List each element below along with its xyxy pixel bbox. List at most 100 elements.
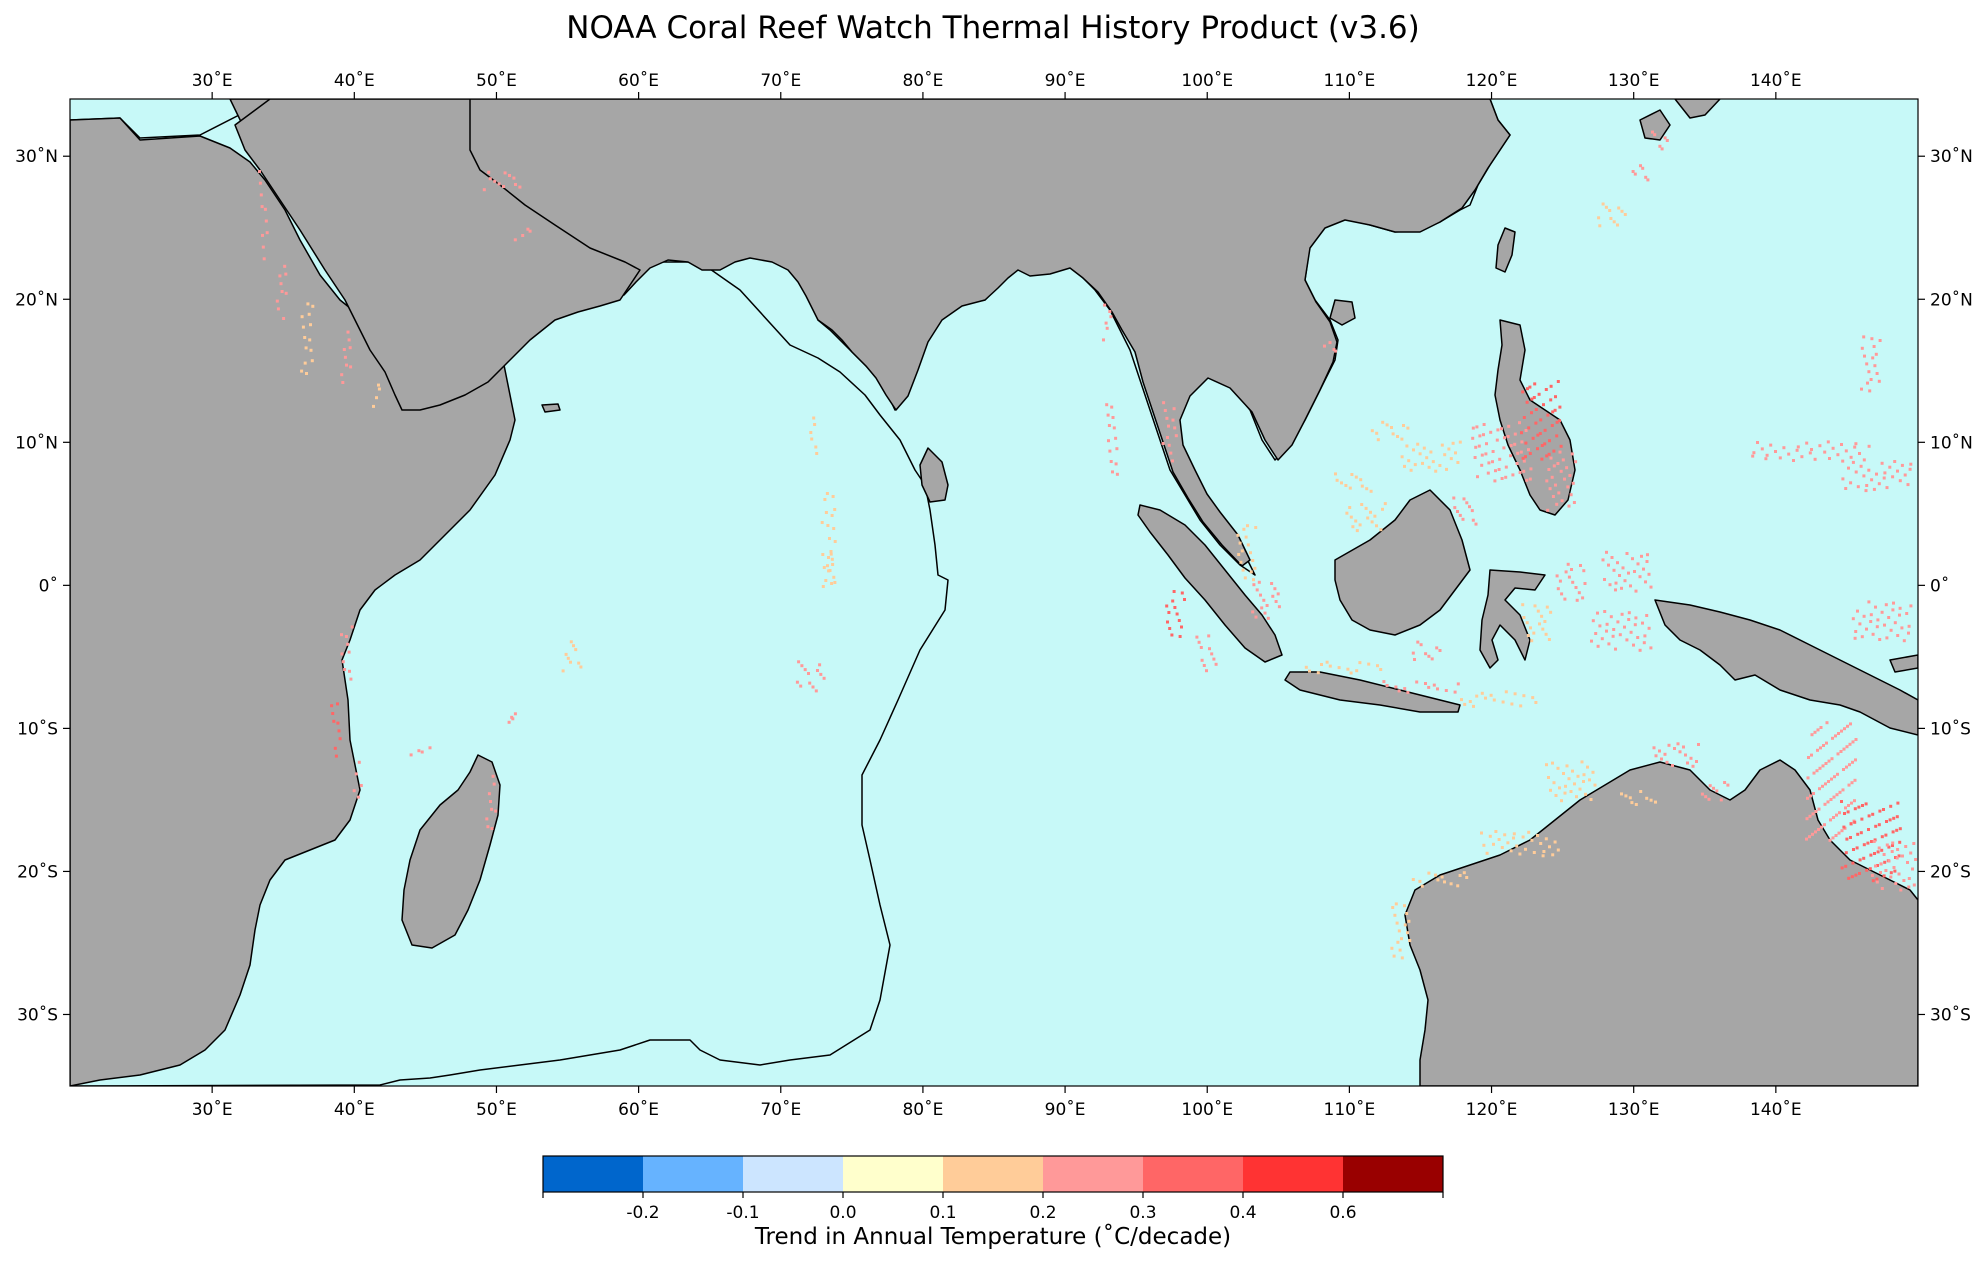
reef-pixel xyxy=(1878,809,1882,813)
reef-pixel xyxy=(372,404,375,408)
reef-pixel xyxy=(1862,458,1866,462)
reef-pixel xyxy=(1607,642,1611,646)
reef-pixel xyxy=(309,323,312,327)
reef-pixel xyxy=(1568,474,1572,477)
reef-pixel xyxy=(341,660,345,664)
reef-pixel xyxy=(1493,479,1497,483)
reef-pixel xyxy=(1890,850,1894,853)
reef-pixel xyxy=(1872,487,1876,491)
reef-pixel xyxy=(348,669,351,673)
reef-pixel xyxy=(1397,689,1401,693)
reef-pixel xyxy=(417,749,421,753)
reef-pixel xyxy=(1848,742,1852,746)
reef-pixel xyxy=(1454,451,1457,455)
reef-pixel xyxy=(1531,696,1535,700)
reef-pixel xyxy=(1435,646,1439,650)
reef-pixel xyxy=(823,498,827,501)
reef-pixel xyxy=(1829,798,1833,801)
reef-pixel xyxy=(1607,563,1610,567)
colorbar-bin xyxy=(1143,1156,1244,1192)
map-area[interactable] xyxy=(70,99,1918,1086)
reef-pixel xyxy=(1649,798,1653,802)
reef-pixel xyxy=(1631,170,1635,173)
reef-pixel xyxy=(1885,486,1889,490)
reef-pixel xyxy=(330,704,334,708)
reef-pixel xyxy=(1627,611,1631,615)
reef-pixel xyxy=(1539,418,1543,422)
reef-pixel xyxy=(1549,788,1552,792)
reef-pixel xyxy=(1634,589,1638,593)
reef-pixel xyxy=(1612,628,1616,631)
reef-pixel xyxy=(1617,206,1621,210)
lon-tick-label-bottom: 70˚E xyxy=(760,1099,801,1120)
reef-pixel xyxy=(1636,562,1640,566)
reef-pixel xyxy=(1370,429,1374,433)
reef-pixel xyxy=(1276,592,1280,596)
reef-pixel xyxy=(1847,783,1851,787)
reef-pixel xyxy=(1896,801,1900,805)
reef-pixel xyxy=(1807,756,1810,759)
lon-tick-label-bottom: 30˚E xyxy=(192,1099,233,1120)
reef-pixel xyxy=(1409,468,1413,472)
reef-pixel xyxy=(1560,499,1564,503)
taiwan-land xyxy=(1495,227,1516,273)
colorbar-bin xyxy=(1343,1156,1444,1192)
reef-pixel xyxy=(1632,643,1635,647)
reef-pixel xyxy=(1105,326,1109,330)
reef-pixel xyxy=(1851,760,1854,764)
reef-pixel xyxy=(1824,762,1828,765)
reef-pixel xyxy=(1304,665,1308,669)
reef-pixel xyxy=(1898,827,1902,831)
reef-pixel xyxy=(337,729,341,733)
reef-pixel xyxy=(1891,475,1895,479)
reef-pixel xyxy=(1405,912,1409,915)
reef-pixel xyxy=(1898,613,1901,617)
reef-pixel xyxy=(1551,410,1555,414)
reef-pixel xyxy=(1530,639,1534,643)
reef-pixel xyxy=(1842,825,1846,829)
reef-pixel xyxy=(1645,614,1649,617)
reef-pixel xyxy=(1589,798,1593,801)
reef-pixel xyxy=(1471,436,1475,440)
reef-pixel xyxy=(1456,461,1460,464)
reef-pixel xyxy=(332,719,336,723)
reef-pixel xyxy=(1489,693,1493,697)
reef-pixel xyxy=(833,581,837,584)
reef-pixel xyxy=(1262,598,1266,602)
reef-pixel xyxy=(349,677,353,681)
reef-pixel xyxy=(1383,502,1387,506)
reef-pixel xyxy=(1883,471,1887,475)
colorbar-tick-label: 0.1 xyxy=(929,1203,956,1223)
reef-pixel xyxy=(1398,948,1402,952)
reef-pixel xyxy=(1427,465,1431,469)
reef-pixel xyxy=(1633,172,1637,176)
reef-pixel xyxy=(1631,557,1634,561)
reef-pixel xyxy=(1658,144,1662,148)
reef-pixel xyxy=(1171,599,1175,603)
reef-pixel xyxy=(1870,337,1874,341)
reef-pixel xyxy=(1534,421,1538,425)
reef-pixel xyxy=(1892,866,1896,869)
reef-pixel xyxy=(1899,888,1903,892)
reef-pixel xyxy=(1108,449,1112,453)
lat-tick-label-right: 0˚ xyxy=(1930,575,1949,596)
reef-pixel xyxy=(1504,475,1508,479)
reef-pixel xyxy=(1540,614,1544,618)
reef-pixel xyxy=(1554,483,1557,487)
reef-pixel xyxy=(1171,418,1175,422)
reef-pixel xyxy=(1654,754,1658,758)
reef-pixel xyxy=(1252,578,1255,582)
reef-pixel xyxy=(1504,690,1508,694)
reef-pixel xyxy=(1841,459,1845,463)
reef-pixel xyxy=(1544,388,1548,391)
reef-pixel xyxy=(1880,848,1884,852)
reef-pixel xyxy=(1395,921,1399,925)
reef-pixel xyxy=(1624,794,1628,798)
reef-pixel xyxy=(1849,836,1852,839)
reef-pixel xyxy=(1173,426,1177,430)
reef-pixel xyxy=(1867,444,1871,448)
reef-pixel xyxy=(1646,178,1650,182)
reef-pixel xyxy=(826,524,830,527)
reef-pixel xyxy=(1168,627,1172,630)
reef-pixel xyxy=(1509,454,1512,458)
